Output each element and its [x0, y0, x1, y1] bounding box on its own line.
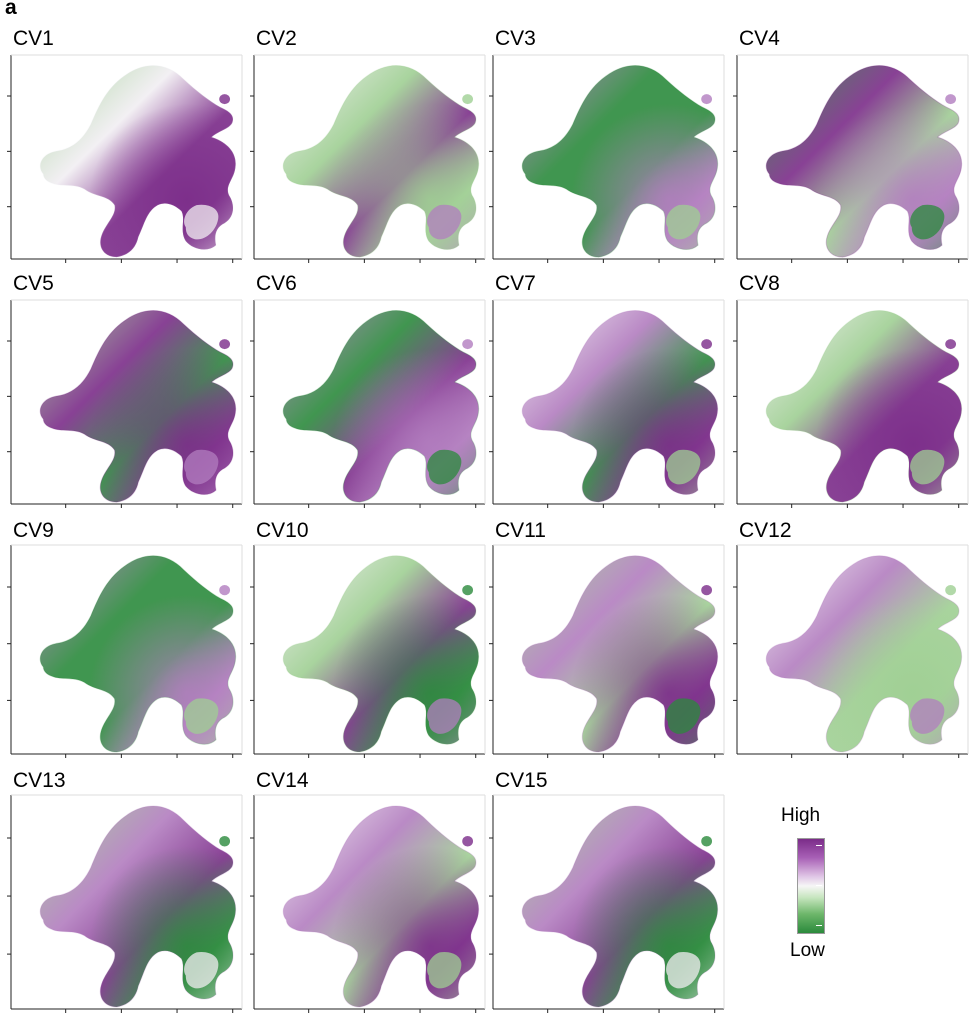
- cv-title-5: CV5: [13, 272, 54, 295]
- legend-colorbar: [797, 838, 825, 934]
- umap-plot-cv14: [250, 794, 486, 1013]
- legend-low-label: Low: [790, 940, 825, 961]
- cv-title-10: CV10: [256, 519, 309, 542]
- umap-plot-cv11: [489, 544, 725, 758]
- umap-plot-cv6: [250, 299, 486, 508]
- cv-title-8: CV8: [739, 272, 780, 295]
- umap-plot-cv10: [250, 544, 486, 758]
- umap-plot-cv7: [489, 299, 725, 508]
- umap-plot-cv3: [489, 54, 725, 263]
- legend-high-label: High: [781, 805, 821, 826]
- cv-title-1: CV1: [13, 27, 54, 50]
- cv-title-14: CV14: [256, 769, 309, 792]
- umap-plot-cv5: [7, 299, 243, 508]
- cv-title-11: CV11: [495, 519, 546, 542]
- umap-plot-cv15: [489, 794, 725, 1013]
- umap-plot-cv4: [733, 54, 969, 263]
- umap-plot-cv13: [7, 794, 243, 1013]
- cv-title-12: CV12: [739, 519, 792, 542]
- cv-title-15: CV15: [495, 769, 548, 792]
- cv-title-6: CV6: [256, 272, 297, 295]
- cv-title-9: CV9: [13, 519, 54, 542]
- panel-label: a: [5, 0, 17, 19]
- cv-title-13: CV13: [13, 769, 66, 792]
- umap-plot-cv1: [7, 54, 243, 263]
- cv-title-4: CV4: [739, 27, 780, 50]
- umap-plot-cv8: [733, 299, 969, 508]
- umap-plot-cv9: [7, 544, 243, 758]
- cv-title-2: CV2: [256, 27, 297, 50]
- umap-plot-cv12: [733, 544, 969, 758]
- cv-title-7: CV7: [495, 272, 536, 295]
- cv-title-3: CV3: [495, 27, 536, 50]
- umap-plot-cv2: [250, 54, 486, 263]
